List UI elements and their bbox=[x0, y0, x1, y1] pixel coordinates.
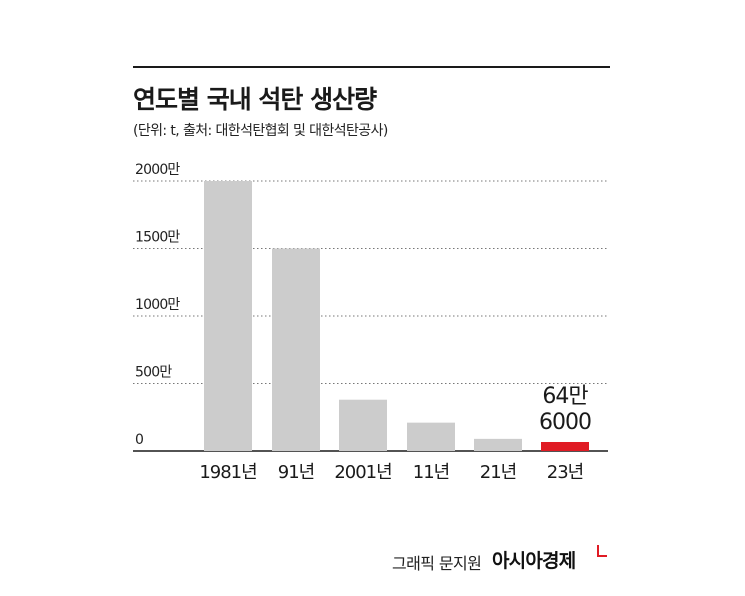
y-tick-label: 2000만 bbox=[135, 162, 180, 178]
chart-subtitle: (단위: t, 출처: 대한석탄협회 및 대한석탄공사) bbox=[133, 123, 388, 139]
bar bbox=[339, 399, 387, 451]
chart-title: 연도별 국내 석탄 생산량 bbox=[133, 85, 377, 114]
top-rule bbox=[133, 66, 610, 68]
x-tick-label: 91년 bbox=[278, 462, 314, 483]
bar-highlight bbox=[541, 442, 589, 451]
brand-mark-icon bbox=[597, 545, 607, 557]
y-tick-label: 1000만 bbox=[135, 297, 180, 313]
x-tick-label: 2001년 bbox=[334, 462, 391, 483]
data-label: 64만 bbox=[542, 384, 588, 409]
bar bbox=[272, 248, 320, 451]
x-tick-label: 21년 bbox=[480, 462, 516, 483]
y-tick-label: 0 bbox=[135, 432, 143, 448]
graphic-credit: 그래픽 문지원 bbox=[392, 554, 482, 573]
bar bbox=[474, 438, 522, 451]
data-label: 6000 bbox=[539, 410, 591, 435]
y-tick-label: 500만 bbox=[135, 365, 172, 381]
x-tick-label: 11년 bbox=[413, 462, 449, 483]
bar bbox=[204, 181, 252, 451]
x-tick-label: 23년 bbox=[547, 462, 583, 483]
brand-logo: 아시아경제 bbox=[492, 550, 576, 572]
x-tick-label: 1981년 bbox=[199, 462, 256, 483]
bar bbox=[407, 422, 455, 451]
y-tick-label: 1500만 bbox=[135, 230, 180, 246]
